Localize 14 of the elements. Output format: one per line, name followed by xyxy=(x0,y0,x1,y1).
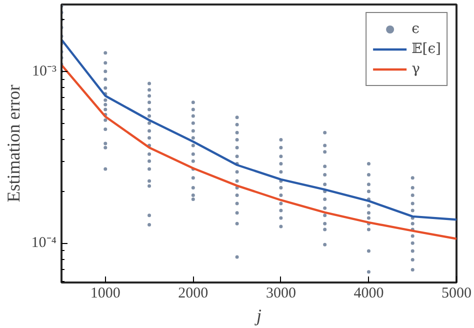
y-tick-label: 10⁻⁴ xyxy=(31,235,57,252)
legend-label: ϵ xyxy=(412,21,420,37)
x-tick-label: 3000 xyxy=(266,286,296,302)
y-axis-title: Estimation error xyxy=(3,84,24,202)
y-tick-label: 10⁻³ xyxy=(32,63,58,80)
x-tick-label: 1000 xyxy=(90,286,120,302)
x-axis-title: j xyxy=(254,306,262,326)
x-tick-label: 2000 xyxy=(178,286,208,302)
legend-label: 𝔼[ϵ] xyxy=(412,41,441,57)
x-tick-label: 5000 xyxy=(442,286,472,302)
legend-label: γ xyxy=(412,61,421,77)
x-tick-label: 4000 xyxy=(354,286,384,302)
line-series xyxy=(62,64,456,240)
line-series xyxy=(62,38,456,221)
